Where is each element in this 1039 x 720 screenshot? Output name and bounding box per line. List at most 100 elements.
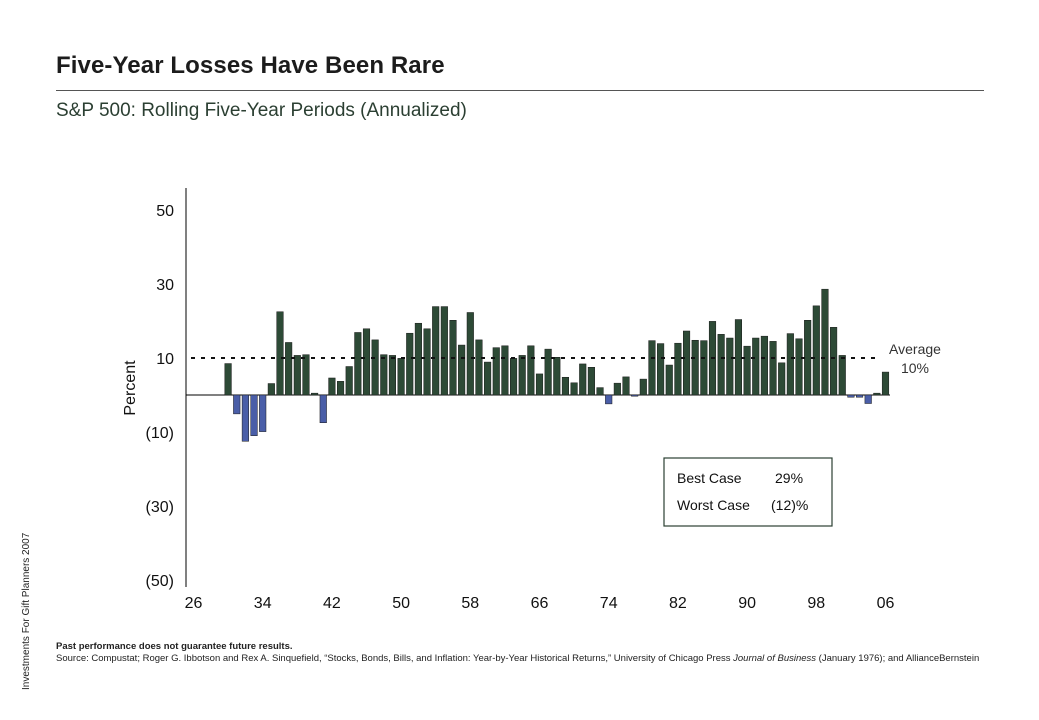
data-bar <box>622 376 630 396</box>
data-bar <box>285 342 293 396</box>
x-tick-label: 06 <box>877 595 895 612</box>
data-bar <box>804 320 812 396</box>
data-bar <box>535 373 544 396</box>
x-tick-label: 42 <box>323 595 341 612</box>
y-tick-label: (50) <box>146 573 174 590</box>
data-bar <box>674 342 682 396</box>
source-note: Source: Compustat; Roger G. Ibbotson and… <box>56 653 986 665</box>
page-title: Five-Year Losses Have Been Rare <box>56 52 445 79</box>
data-bar <box>328 377 336 396</box>
data-bar <box>657 343 665 396</box>
data-bar <box>881 371 890 396</box>
data-bar <box>518 355 526 396</box>
data-bar <box>769 341 777 396</box>
x-tick-label: 50 <box>392 595 410 612</box>
average-value-label: 10% <box>901 360 929 376</box>
data-bar <box>821 288 829 396</box>
y-tick-label: (30) <box>146 499 174 516</box>
data-bar <box>510 358 518 396</box>
data-bar <box>778 362 786 396</box>
best-case-value: 29% <box>775 470 803 486</box>
data-bar <box>873 392 881 396</box>
data-bar <box>631 394 639 397</box>
source-text: Source: Compustat; Roger G. Ibbotson and… <box>56 653 734 664</box>
data-bar <box>484 361 492 396</box>
data-bar <box>267 383 275 396</box>
data-bar <box>432 306 440 396</box>
y-tick-label: 10 <box>156 351 174 368</box>
best-case-label: Best Case <box>677 470 742 486</box>
data-bar <box>380 354 388 396</box>
data-bar <box>544 348 552 396</box>
x-tick-label: 74 <box>600 595 618 612</box>
rolling-returns-chart: 50 30 10 (10) (30) (50) Percent 26 34 42 50 58 66 74 8… <box>122 188 941 612</box>
data-bar <box>734 319 743 396</box>
y-tick-label: 50 <box>156 203 174 220</box>
data-bar <box>856 394 864 398</box>
data-bar <box>458 344 466 396</box>
x-tick-label: 34 <box>254 595 272 612</box>
data-bar <box>354 332 362 396</box>
title-divider <box>56 90 984 91</box>
data-bar <box>440 306 448 396</box>
data-bar <box>466 312 474 396</box>
chart-axes: 50 30 10 (10) (30) (50) Percent 26 34 42 50 58 66 74 8… <box>122 188 895 612</box>
data-bar <box>501 345 509 396</box>
data-bar <box>475 339 483 396</box>
footnotes: Past performance does not guarantee futu… <box>56 641 986 665</box>
chart-bars <box>224 288 890 442</box>
data-bar <box>293 355 301 396</box>
data-bar <box>683 330 691 396</box>
data-bar <box>553 357 561 396</box>
page-subtitle: S&P 500: Rolling Five-Year Periods (Annu… <box>56 100 467 121</box>
data-bar <box>492 347 500 396</box>
y-axis-label: Percent <box>122 360 139 416</box>
performance-disclaimer: Past performance does not guarantee futu… <box>56 641 293 652</box>
x-tick-label: 58 <box>461 595 479 612</box>
data-bar <box>700 340 708 396</box>
data-bar <box>864 394 872 404</box>
data-bar <box>587 367 595 396</box>
worst-case-value: (12)% <box>771 497 808 513</box>
data-bar <box>579 363 587 396</box>
data-bar <box>726 337 734 396</box>
data-bar <box>224 363 232 396</box>
x-tick-label: 26 <box>185 595 203 612</box>
source-text-end: (January 1976); and AllianceBernstein <box>816 653 980 664</box>
extremes-box <box>663 457 833 527</box>
data-bar <box>371 339 379 396</box>
data-bar <box>605 394 613 405</box>
data-bar <box>596 387 604 396</box>
data-bar <box>397 358 405 396</box>
data-bar <box>561 376 570 396</box>
y-tick-label: 30 <box>156 277 174 294</box>
data-bar <box>241 394 249 442</box>
data-bar <box>613 382 621 396</box>
data-bar <box>570 382 578 396</box>
data-bar <box>838 355 846 396</box>
data-bar <box>760 335 768 396</box>
data-bar <box>743 345 751 396</box>
data-bar <box>319 394 327 423</box>
data-bar <box>527 345 535 396</box>
chart-overlay: Average 10% Best Case 29% Worst Case (12)% <box>191 341 941 527</box>
x-tick-label: 90 <box>738 595 756 612</box>
data-bar <box>795 338 803 396</box>
data-bar <box>665 364 673 396</box>
data-bar <box>414 322 422 396</box>
data-bar <box>345 366 353 396</box>
data-bar <box>752 337 760 396</box>
data-bar <box>639 378 647 396</box>
data-bar <box>423 328 431 396</box>
data-bar <box>847 394 855 398</box>
y-tick-label: (10) <box>146 425 174 442</box>
data-bar <box>233 394 241 415</box>
data-bar <box>691 339 699 396</box>
data-bar <box>302 354 310 396</box>
data-bar <box>388 355 396 396</box>
worst-case-label: Worst Case <box>677 497 750 513</box>
data-bar <box>786 333 794 396</box>
data-bar <box>717 334 725 396</box>
average-label: Average <box>889 341 941 357</box>
data-bar <box>259 394 267 432</box>
